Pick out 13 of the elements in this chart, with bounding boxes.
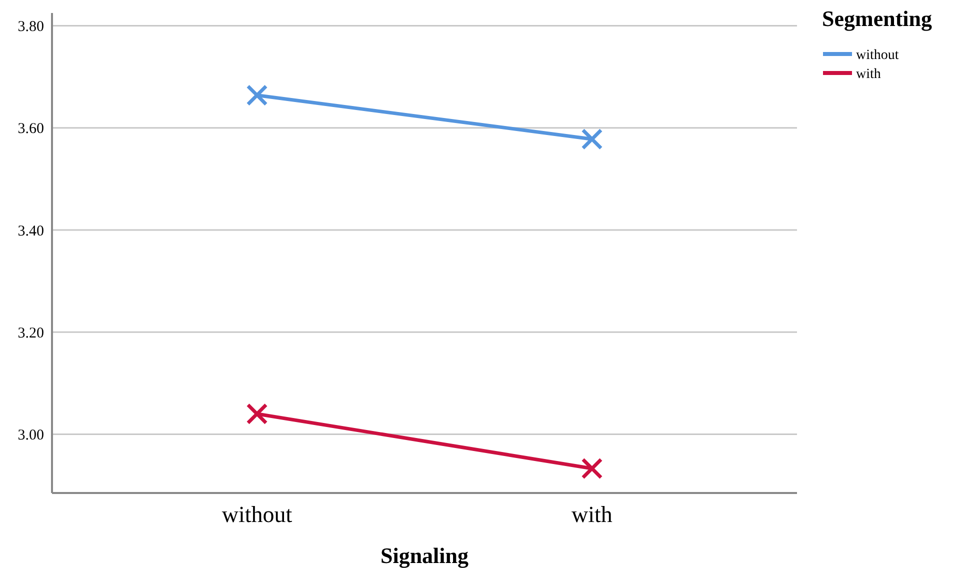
point: [246, 84, 268, 106]
y-tick-label: 3.80: [18, 19, 44, 36]
y-tick-label: 3.00: [18, 428, 44, 444]
y-tick-label: 3.20: [18, 325, 44, 342]
point: [246, 403, 268, 425]
legend-title: Segmenting: [822, 6, 932, 31]
legend-label: with: [856, 66, 881, 82]
y-tick-label: 3.60: [18, 121, 44, 138]
point: [581, 128, 603, 150]
point: [581, 458, 603, 480]
x-axis-title: Signaling: [380, 543, 469, 568]
y-tick-label: 3.40: [18, 223, 44, 240]
legend-label: without: [856, 48, 899, 63]
